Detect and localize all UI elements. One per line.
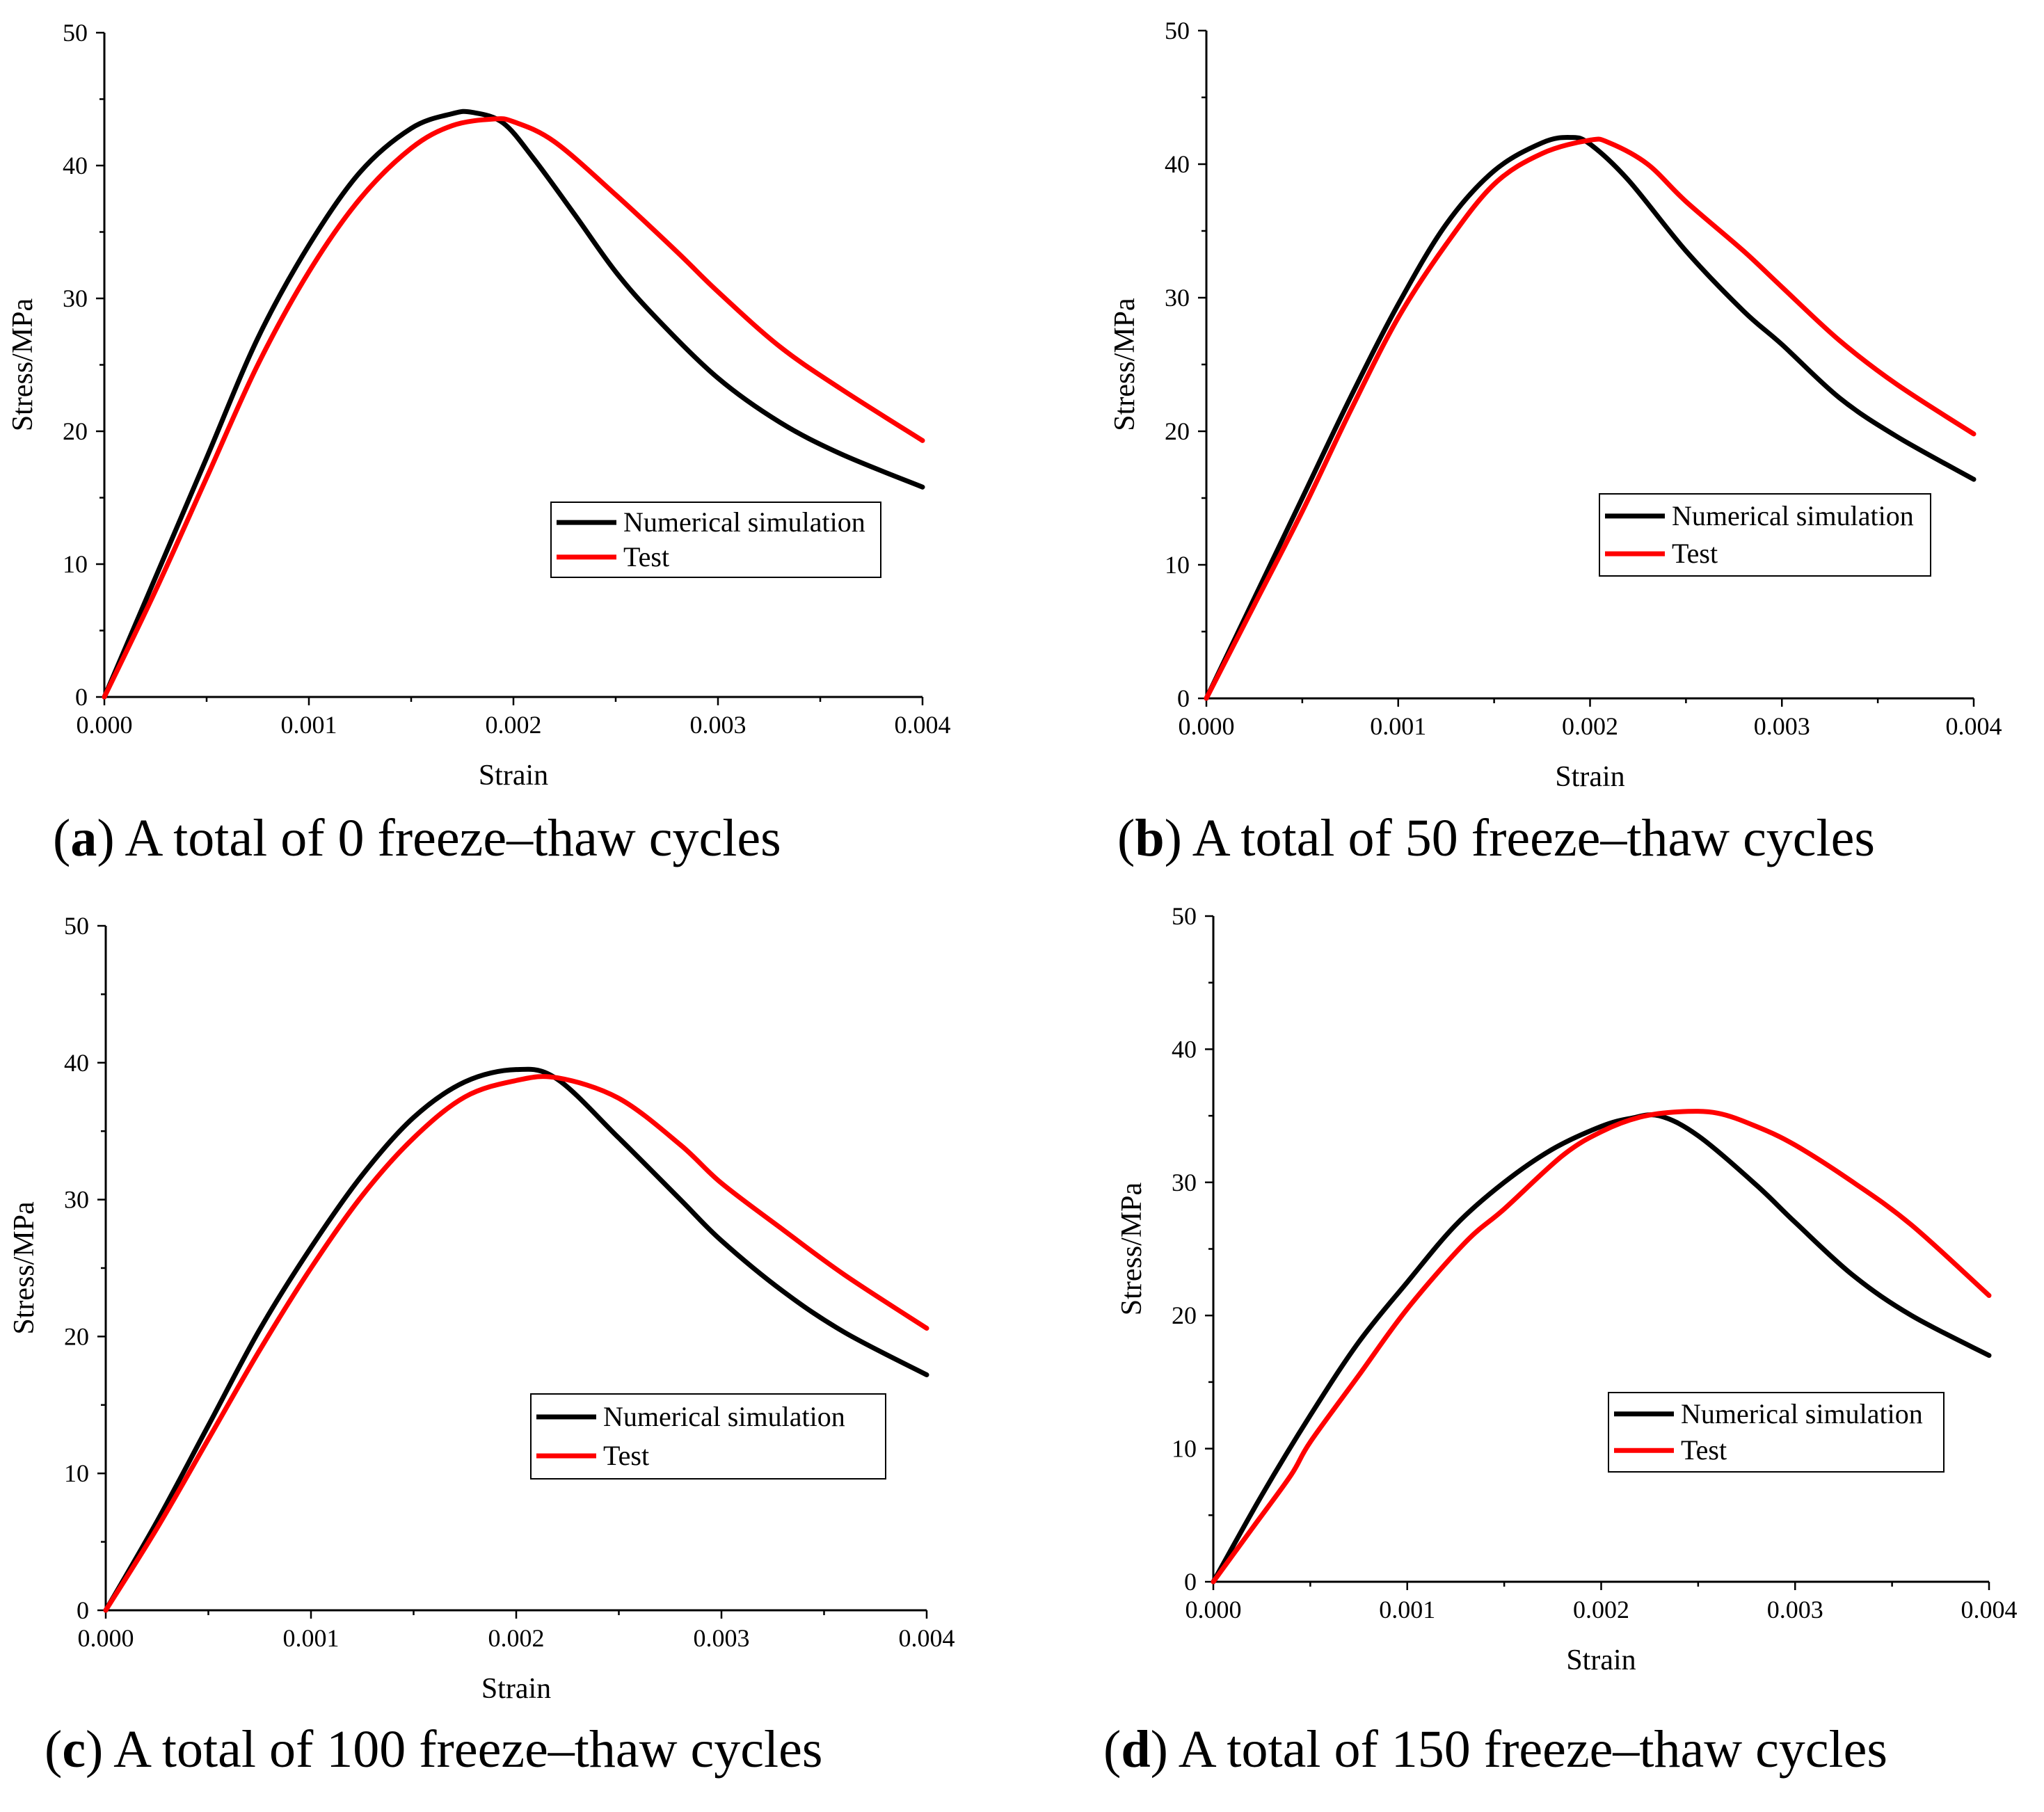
legend: Numerical simulation Test (1599, 493, 1931, 577)
y-tick-label: 50 (64, 912, 89, 940)
caption-text: A total of 150 freeze–thaw cycles (1178, 1720, 1887, 1779)
caption-letter: b (1135, 809, 1165, 867)
caption-letter: c (62, 1720, 86, 1779)
x-tick-label: 0.002 (1573, 1596, 1629, 1623)
series-line-test (103, 1074, 929, 1613)
caption-b: (b) A total of 50 freeze–thaw cycles (1117, 809, 1875, 867)
caption-text: A total of 0 freeze–thaw cycles (125, 809, 781, 867)
chart-svg-b: 0.000 0.001 0.002 0.003 0.004 0 10 20 30 40 50 Stra… (1109, 17, 2002, 793)
x-tick-label: 0.004 (899, 1624, 955, 1652)
y-tick-label: 10 (1172, 1435, 1197, 1463)
y-tick-label: 0 (77, 1596, 89, 1624)
legend-label: Numerical simulation (603, 1401, 845, 1432)
caption-c: (c) A total of 100 freeze–thaw cycles (45, 1720, 823, 1779)
chart-svg-c: 0.000 0.001 0.002 0.003 0.004 0 10 20 30 40 50 Stra… (8, 912, 955, 1705)
chart-panel-d: 0.000 0.001 0.002 0.003 0.004 0 10 20 30 40 50 Stra… (1022, 902, 2044, 1811)
y-axis-title: Stress/MPa (1109, 298, 1141, 431)
y-tick-label: 50 (1172, 902, 1197, 930)
x-tick-label: 0.000 (1179, 712, 1235, 740)
series-line-test (1204, 136, 1977, 701)
y-axis-title: Stress/MPa (8, 1201, 40, 1335)
legend-label: Test (623, 541, 669, 572)
x-tick-label: 0.001 (1370, 712, 1426, 740)
series-line-numerical-simulation (1211, 1112, 1992, 1585)
legend-box (550, 502, 881, 578)
y-tick-label: 40 (64, 1049, 89, 1077)
y-tick-label: 20 (1165, 417, 1190, 445)
y-axis-title: Stress/MPa (1116, 1182, 1148, 1315)
x-tick-label: 0.002 (1562, 712, 1618, 740)
x-tick-label: 0.004 (1961, 1596, 2018, 1623)
series-line-numerical-simulation (103, 1066, 929, 1613)
x-axis-title: Strain (1555, 761, 1624, 793)
y-tick-label: 20 (1172, 1301, 1197, 1329)
x-tick-label: 0.000 (77, 711, 133, 739)
y-tick-label: 20 (63, 417, 88, 445)
legend-label: Test (603, 1440, 649, 1471)
x-tick-label: 0.002 (486, 711, 542, 739)
x-tick-label: 0.003 (1767, 1596, 1823, 1623)
x-axis-title: Strain (1566, 1644, 1636, 1676)
x-tick-label: 0.001 (283, 1624, 340, 1652)
x-tick-label: 0.002 (488, 1624, 545, 1652)
y-tick-label: 30 (1172, 1169, 1197, 1196)
x-tick-label: 0.001 (1379, 1596, 1435, 1623)
legend-label: Test (1681, 1434, 1727, 1466)
chart-svg-d: 0.000 0.001 0.002 0.003 0.004 0 10 20 30 40 50 Stra… (1116, 902, 2018, 1676)
series-line-test (1211, 1109, 1992, 1585)
x-axis-title: Strain (479, 760, 548, 792)
y-tick-label: 0 (75, 683, 88, 711)
legend-label: Numerical simulation (1681, 1398, 1923, 1429)
caption-a: (a) A total of 0 freeze–thaw cycles (53, 809, 781, 867)
y-tick-label: 20 (64, 1322, 89, 1350)
legend-box (1599, 493, 1931, 577)
y-tick-label: 40 (1165, 150, 1190, 178)
chart-panel-a: 0.000 0.001 0.002 0.003 0.004 0 10 20 30 40 50 Stra… (0, 0, 1022, 906)
x-tick-label: 0.003 (690, 711, 746, 739)
chart-panel-b: 0.000 0.001 0.002 0.003 0.004 0 10 20 30 40 50 Stra… (1022, 0, 2044, 906)
y-tick-label: 30 (64, 1186, 89, 1214)
legend: Numerical simulation Test (1608, 1392, 1945, 1473)
series-line-test (102, 116, 925, 700)
x-tick-label: 0.000 (1185, 1596, 1242, 1623)
x-tick-label: 0.004 (895, 711, 951, 739)
y-tick-label: 40 (1172, 1035, 1197, 1063)
caption-d: (d) A total of 150 freeze–thaw cycles (1103, 1720, 1887, 1779)
y-tick-label: 30 (1165, 284, 1190, 312)
chart-svg-a: 0.000 0.001 0.002 0.003 0.004 0 10 20 30 40 50 Stra… (7, 19, 951, 792)
x-axis-title: Strain (481, 1673, 551, 1705)
x-tick-label: 0.001 (281, 711, 337, 739)
x-tick-label: 0.003 (1754, 712, 1810, 740)
y-tick-label: 10 (63, 550, 88, 578)
x-tick-label: 0.000 (78, 1624, 134, 1652)
legend-label: Test (1672, 538, 1718, 569)
series-line-numerical-simulation (102, 109, 925, 700)
y-tick-label: 10 (1165, 551, 1190, 579)
y-tick-label: 50 (1165, 17, 1190, 45)
legend-box (1608, 1392, 1945, 1473)
caption-letter: d (1121, 1720, 1151, 1779)
x-tick-label: 0.004 (1946, 712, 2002, 740)
caption-text: A total of 100 freeze–thaw cycles (113, 1720, 823, 1779)
y-tick-label: 50 (63, 19, 88, 47)
legend-label: Numerical simulation (623, 506, 865, 538)
y-tick-label: 0 (1177, 684, 1190, 712)
y-tick-label: 0 (1184, 1568, 1197, 1596)
legend-label: Numerical simulation (1672, 500, 1914, 531)
legend: Numerical simulation Test (530, 1393, 886, 1480)
series-line-numerical-simulation (1204, 135, 1977, 701)
y-tick-label: 40 (63, 152, 88, 179)
legend-box (530, 1393, 886, 1480)
y-tick-label: 10 (64, 1459, 89, 1487)
caption-text: A total of 50 freeze–thaw cycles (1192, 809, 1875, 867)
caption-letter: a (70, 809, 97, 867)
x-tick-label: 0.003 (694, 1624, 750, 1652)
y-tick-label: 30 (63, 284, 88, 312)
y-axis-title: Stress/MPa (7, 298, 39, 431)
chart-panel-c: 0.000 0.001 0.002 0.003 0.004 0 10 20 30 40 50 Stra… (0, 906, 1022, 1811)
